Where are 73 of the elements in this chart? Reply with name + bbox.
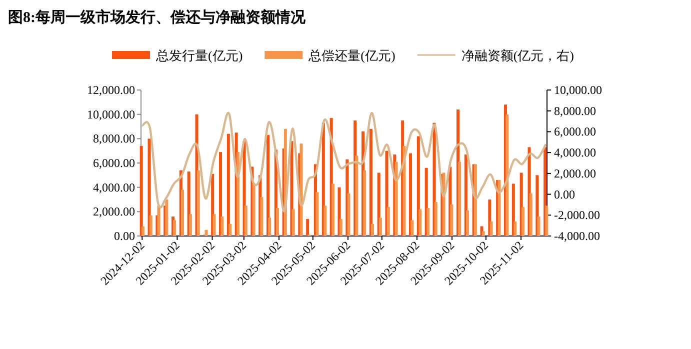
bar — [402, 146, 406, 236]
bar — [347, 193, 350, 236]
y2-tick-label: 4,000.00 — [554, 146, 596, 160]
bar — [204, 230, 208, 236]
bar — [260, 197, 264, 236]
y-tick-label: 10,000.00 — [87, 107, 135, 122]
bar — [418, 209, 422, 236]
y2-tick-label: -4,000.00 — [554, 229, 600, 243]
bar — [466, 210, 470, 236]
bar — [196, 170, 200, 236]
bar — [394, 162, 398, 236]
bar — [529, 193, 532, 236]
bar — [363, 170, 366, 236]
bar — [386, 206, 390, 236]
bar — [434, 202, 438, 236]
bar — [141, 226, 144, 236]
bar — [355, 156, 358, 236]
legend-label: 总发行量(亿元) — [155, 48, 243, 63]
y-tick-label: 2,000.00 — [93, 204, 135, 219]
bar — [410, 220, 414, 236]
bar — [514, 221, 517, 236]
bar — [148, 138, 151, 236]
y-tick-label: 4,000.00 — [93, 180, 135, 194]
bar — [521, 206, 524, 236]
y2-tick-label: 6,000.00 — [554, 124, 596, 139]
bar — [306, 218, 310, 236]
bar — [426, 208, 430, 236]
bar — [369, 128, 372, 236]
bar — [292, 209, 295, 236]
bar — [537, 216, 540, 236]
bar — [458, 162, 462, 236]
y-tick-label: 6,000.00 — [93, 156, 135, 170]
bar — [482, 231, 485, 236]
bar — [236, 152, 240, 236]
bar — [268, 218, 272, 236]
y-tick-label: 8,000.00 — [93, 132, 135, 146]
y2-tick-label: 10,000.00 — [554, 83, 602, 97]
bar — [140, 146, 143, 236]
bar — [252, 184, 256, 236]
bar — [228, 224, 232, 236]
bar — [408, 153, 412, 236]
bar — [220, 216, 224, 236]
y2-tick-label: 2,000.00 — [554, 166, 596, 180]
bar — [149, 215, 152, 236]
bar — [490, 221, 493, 236]
bar — [157, 206, 160, 236]
bar — [316, 192, 319, 236]
bar — [300, 144, 303, 236]
bar — [339, 218, 342, 236]
bar — [506, 114, 509, 236]
y-tick-label: 12,000.00 — [87, 83, 135, 97]
bar — [371, 224, 374, 236]
y2-tick-label: -2,000.00 — [554, 208, 600, 222]
bar — [244, 206, 248, 236]
bar — [165, 200, 168, 236]
y2-tick-label: 8,000.00 — [554, 104, 596, 118]
bar — [173, 220, 176, 236]
legend-label: 净融资额(亿元，右) — [461, 48, 574, 63]
bar — [188, 214, 192, 236]
bar — [226, 134, 230, 236]
bar — [450, 204, 454, 236]
bar — [276, 208, 280, 236]
chart-title: 图8:每周一级市场发行、偿还与净融资额情况 — [8, 8, 306, 26]
bar — [378, 218, 382, 236]
bar — [181, 190, 184, 236]
legend-label: 总偿还量(亿元) — [308, 48, 396, 63]
y-tick-label: 0.00 — [114, 229, 135, 243]
bar — [324, 206, 327, 236]
bar — [331, 184, 334, 236]
bar — [212, 214, 216, 236]
bar — [266, 135, 270, 236]
bar — [545, 206, 548, 236]
y2-tick-label: 0.00 — [554, 187, 575, 202]
